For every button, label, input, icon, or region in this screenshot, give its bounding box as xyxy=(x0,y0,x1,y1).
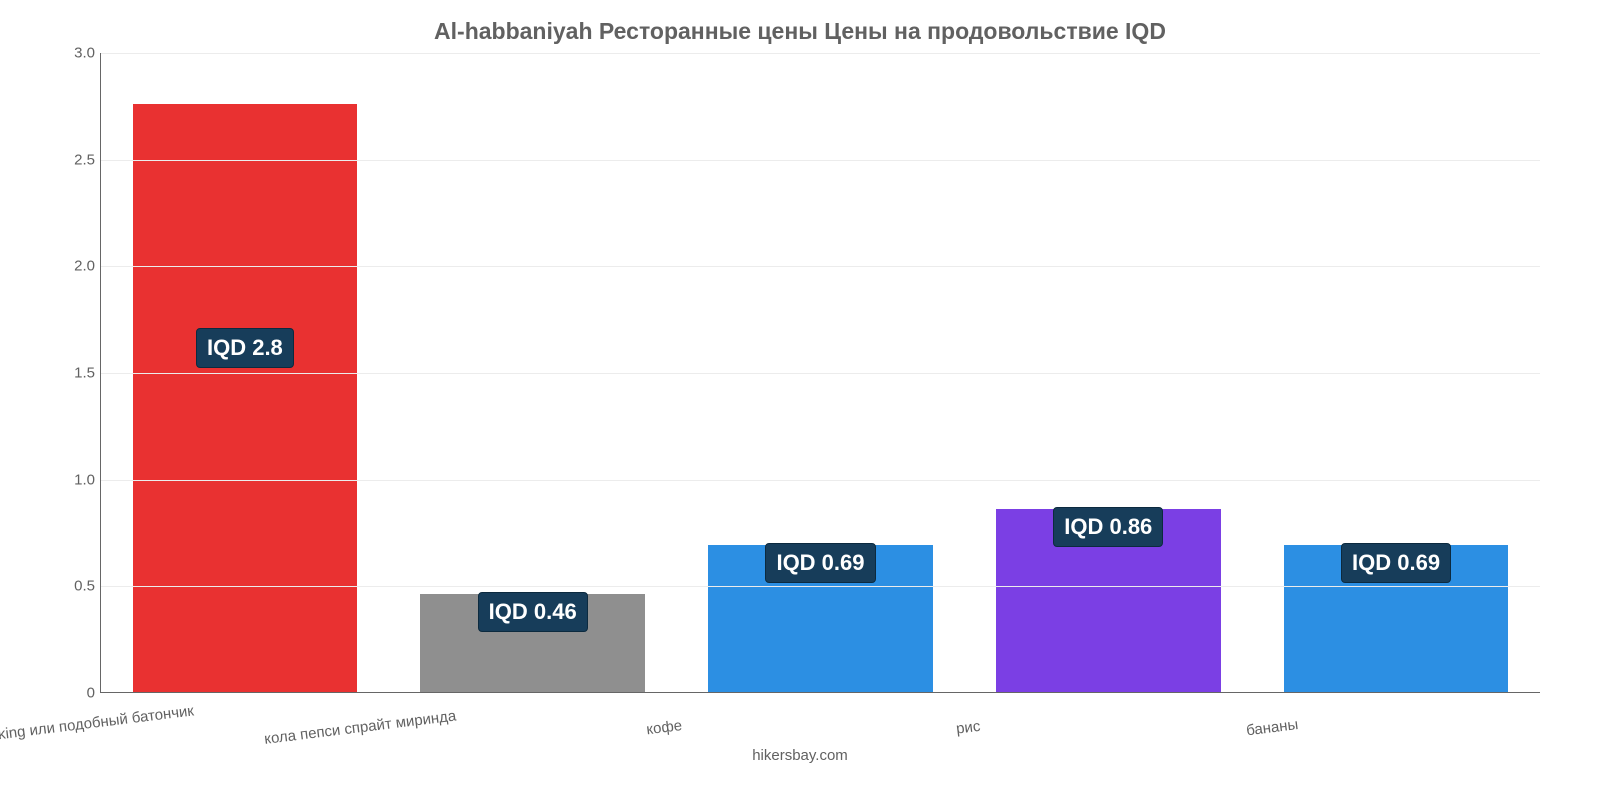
y-tick-label: 0.5 xyxy=(53,578,95,595)
value-badge: IQD 0.69 xyxy=(1341,543,1451,583)
chart-title: Al-habbaniyah Ресторанные цены Цены на п… xyxy=(40,18,1560,45)
y-tick-label: 2.0 xyxy=(53,258,95,275)
value-badge: IQD 0.69 xyxy=(765,543,875,583)
plot-area: IQD 2.8IQD 0.46IQD 0.69IQD 0.86IQD 0.69 … xyxy=(100,53,1540,693)
gridline xyxy=(101,53,1540,54)
x-tick-label: кофе xyxy=(518,700,822,754)
gridline xyxy=(101,373,1540,374)
chart-container: Al-habbaniyah Ресторанные цены Цены на п… xyxy=(0,0,1600,800)
x-tick-label: рис xyxy=(822,700,1126,754)
value-badge: IQD 0.46 xyxy=(478,592,588,632)
attribution-text: hikersbay.com xyxy=(0,747,1600,764)
y-tick-label: 1.0 xyxy=(53,471,95,488)
x-tick-label: бананы xyxy=(1126,700,1430,754)
bar: IQD 0.86 xyxy=(996,509,1220,692)
bar: IQD 2.8 xyxy=(133,104,357,692)
y-tick-label: 2.5 xyxy=(53,151,95,168)
value-badge: IQD 0.86 xyxy=(1053,507,1163,547)
bar: IQD 0.69 xyxy=(1284,545,1508,692)
y-tick-label: 3.0 xyxy=(53,45,95,62)
gridline xyxy=(101,160,1540,161)
gridline xyxy=(101,586,1540,587)
x-tick-label: кола пепси спрайт миринда xyxy=(214,700,518,754)
y-tick-label: 1.5 xyxy=(53,365,95,382)
x-axis-ticks: mac burger king или подобный батончиккол… xyxy=(60,700,1580,717)
x-tick-label: mac burger king или подобный батончик xyxy=(0,700,214,754)
value-badge: IQD 2.8 xyxy=(196,328,294,368)
gridline xyxy=(101,266,1540,267)
y-tick-label: 0 xyxy=(53,685,95,702)
bar: IQD 0.46 xyxy=(420,594,644,692)
bar: IQD 0.69 xyxy=(708,545,932,692)
gridline xyxy=(101,480,1540,481)
